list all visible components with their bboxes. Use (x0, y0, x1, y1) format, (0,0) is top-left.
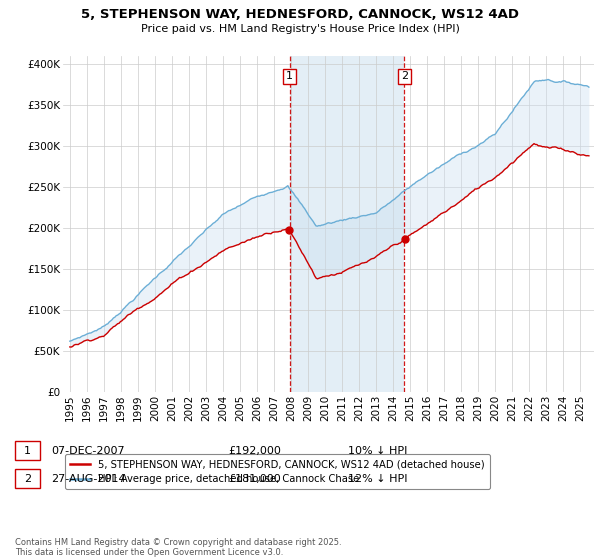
Text: £181,000: £181,000 (228, 474, 281, 484)
Text: 2: 2 (24, 474, 31, 484)
Text: Contains HM Land Registry data © Crown copyright and database right 2025.
This d: Contains HM Land Registry data © Crown c… (15, 538, 341, 557)
Text: 1: 1 (286, 72, 293, 82)
Text: 1: 1 (24, 446, 31, 456)
Text: 27-AUG-2014: 27-AUG-2014 (51, 474, 125, 484)
Bar (290, 56, 404, 392)
Text: 07-DEC-2007: 07-DEC-2007 (51, 446, 125, 456)
Text: 10% ↓ HPI: 10% ↓ HPI (348, 446, 407, 456)
Text: Price paid vs. HM Land Registry's House Price Index (HPI): Price paid vs. HM Land Registry's House … (140, 24, 460, 34)
Legend: 5, STEPHENSON WAY, HEDNESFORD, CANNOCK, WS12 4AD (detached house), HPI: Average : 5, STEPHENSON WAY, HEDNESFORD, CANNOCK, … (65, 454, 490, 489)
Text: 12% ↓ HPI: 12% ↓ HPI (348, 474, 407, 484)
Text: £192,000: £192,000 (228, 446, 281, 456)
Text: 5, STEPHENSON WAY, HEDNESFORD, CANNOCK, WS12 4AD: 5, STEPHENSON WAY, HEDNESFORD, CANNOCK, … (81, 8, 519, 21)
Text: 2: 2 (401, 72, 408, 82)
